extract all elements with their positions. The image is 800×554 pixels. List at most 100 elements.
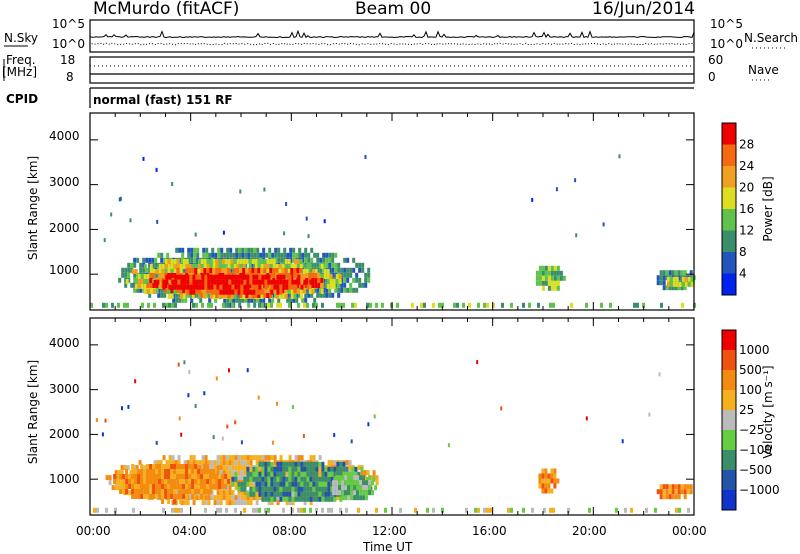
heatmap-cell [662,494,666,500]
colorbar-segment [722,123,736,145]
heatmap-cell [241,247,245,253]
heatmap-cell [201,302,204,308]
heatmap-cell [195,302,198,308]
heatmap-cell [362,480,366,486]
heatmap-cell [192,500,196,506]
heatmap-cell [288,279,292,285]
heatmap-cell [134,284,138,289]
heatmap-cell [250,247,254,253]
heatmap-cell [244,252,248,258]
heatmap-cell [285,284,289,290]
heatmap-cell [105,475,109,481]
sparse-echo [212,435,215,440]
heatmap-cell [537,302,540,308]
heatmap-cell [544,265,548,271]
heatmap-cell [176,268,180,273]
heatmap-cell [148,292,152,298]
heatmap-cell [187,252,191,258]
heatmap-cell [273,471,277,477]
heatmap-cell [142,267,146,273]
heatmap-cell [293,264,297,269]
heatmap-cell [489,507,492,513]
heatmap-cell [170,489,174,494]
heatmap-cell [134,494,138,499]
heatmap-cell [227,268,231,273]
heatmap-cell [128,479,132,484]
heatmap-cell [271,297,275,303]
heatmap-cell [224,259,228,264]
heatmap-cell [343,282,347,288]
heatmap-cell [133,272,137,278]
heatmap-cell [122,474,126,479]
heatmap-cell [146,464,150,469]
heatmap-cell [264,481,268,487]
heatmap-cell [148,257,152,263]
heatmap-cell [161,484,165,489]
heatmap-cell [145,267,149,273]
heatmap-cell [210,460,214,466]
heatmap-cell [197,479,201,484]
heatmap-cell [264,284,268,290]
heatmap-cell [216,279,220,285]
heatmap-cell [158,264,162,269]
heatmap-cell [255,507,258,513]
sparse-echo [283,231,286,236]
heatmap-cell [292,297,296,303]
cpid-label: CPID [6,92,39,106]
sparse-echo [221,436,224,441]
heatmap-cell [204,460,208,466]
heatmap-cell [228,289,232,295]
heatmap-cell [327,507,330,513]
heatmap-cell [381,302,384,308]
heatmap-cell [167,278,171,283]
heatmap-cell [258,302,261,308]
station-title: McMurdo (fitACF) [93,0,240,19]
heatmap-cell [197,474,201,479]
heatmap-cell [140,489,144,494]
heatmap-cell [326,279,330,284]
heatmap-cell [340,267,344,273]
heatmap-cell [232,297,236,303]
sparse-echo [156,219,159,224]
heatmap-cell [288,461,292,467]
heatmap-cell [281,264,285,269]
heatmap-cell [330,460,334,466]
heatmap-cell [158,284,162,289]
heatmap-cell [347,480,351,486]
heatmap-cell [207,279,211,285]
heatmap-cell [167,264,171,269]
heatmap-cell [226,247,230,253]
heatmap-cell [292,247,296,253]
heatmap-cell [550,468,554,474]
heatmap-cell [233,259,237,264]
heatmap-cell [225,470,229,476]
heatmap-cell [355,262,359,268]
heatmap-cell [538,483,542,489]
heatmap-cell [282,274,286,280]
heatmap-cell [195,460,199,466]
heatmap-cell [222,495,226,501]
heatmap-cell [216,274,220,280]
heatmap-cell [341,490,345,496]
heatmap-cell [237,486,241,492]
heatmap-cell [364,277,368,283]
heatmap-cell [168,455,172,461]
heatmap-cell [333,466,337,472]
heatmap-cell [352,267,356,273]
heatmap-cell [164,264,168,269]
heatmap-cell [140,284,144,289]
heatmap-cell [326,284,330,289]
heatmap-cell [176,469,180,474]
heatmap-cell [255,284,259,290]
colorbar-tick: −500 [739,463,772,477]
heatmap-cell [228,485,232,491]
heatmap-cell [223,252,227,258]
heatmap-cell [291,507,294,513]
heatmap-cell [215,293,219,298]
power-ytick-2000: 2000 [49,221,80,235]
nave-tick-high: 60 [708,53,724,67]
heatmap-cell [153,460,157,466]
heatmap-cell [180,279,184,285]
sparse-echo [194,404,197,408]
colorbar-tick: 4 [739,267,747,281]
